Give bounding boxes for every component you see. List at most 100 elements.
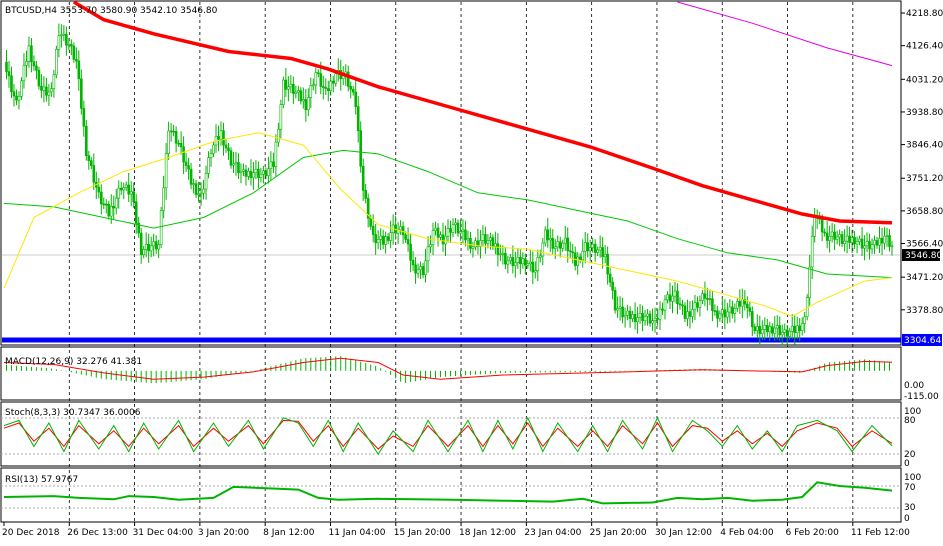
candle-body <box>469 238 472 249</box>
candle-body <box>60 34 63 37</box>
support-price-label: 3304.64 <box>904 336 941 346</box>
candle-body <box>45 86 48 96</box>
candle-body <box>361 165 365 191</box>
candle-body <box>312 84 315 87</box>
price-tick-label: 3846.40 <box>906 141 943 151</box>
candle-body <box>441 234 445 245</box>
candle-body <box>726 311 729 318</box>
candle-body <box>302 99 305 102</box>
time-tick-label: 18 Jan 12:00 <box>459 528 516 538</box>
candle-body <box>553 246 557 249</box>
candle-body <box>529 261 532 264</box>
candle-body <box>526 263 530 266</box>
candle-body <box>494 243 497 247</box>
candle-body <box>748 307 752 312</box>
candle-body <box>643 316 647 321</box>
candle-body <box>451 224 455 233</box>
time-tick-label: 23 Jan 04:00 <box>524 528 581 538</box>
candle-body <box>282 79 285 105</box>
candle-body <box>359 130 362 167</box>
time-axis: 20 Dec 2018 26 Dec 13:00 31 Dec 04:00 3 Jan… <box>2 522 910 538</box>
candle-body <box>646 313 649 317</box>
rsi-title: RSI(13) 57.9767 <box>5 475 78 485</box>
candle-body <box>591 243 594 248</box>
candle-body <box>890 245 894 248</box>
candle-body <box>424 260 427 276</box>
price-tick-label: 3471.20 <box>906 273 943 283</box>
price-tick-label: 4126.40 <box>906 42 943 52</box>
stoch-title: Stoch(8,3,3) 30.7347 36.0006 <box>5 408 141 418</box>
candle-body <box>376 239 380 244</box>
candle-body <box>775 325 779 329</box>
candle-body <box>309 85 313 98</box>
candle-body <box>848 235 851 243</box>
candle-body <box>204 173 208 190</box>
candle-body <box>62 33 66 36</box>
candle-body <box>147 244 150 252</box>
candle-body <box>773 327 777 334</box>
candle-body <box>234 162 238 165</box>
candle-body <box>808 266 811 299</box>
candle-body <box>401 226 405 236</box>
candle-body <box>50 88 53 93</box>
candle-body <box>297 90 300 93</box>
candle-body <box>324 87 328 89</box>
candle-body <box>519 256 522 265</box>
candle-body <box>199 192 203 195</box>
candle-body <box>486 240 490 244</box>
candle-body <box>636 317 639 323</box>
candle-body <box>85 125 88 156</box>
candle-body <box>551 238 555 249</box>
candle-body <box>765 324 769 333</box>
candle-body <box>461 229 465 232</box>
candle-body <box>17 96 21 101</box>
candle-body <box>760 329 764 335</box>
candle-body <box>623 315 627 318</box>
candle-body <box>47 91 51 96</box>
candle-body <box>558 241 562 249</box>
rsi-tick-30: 30 <box>904 503 916 513</box>
candle-body <box>598 247 602 251</box>
stoch-tick-20: 20 <box>904 450 916 460</box>
candle-body <box>454 222 457 225</box>
candle-body <box>267 168 270 176</box>
candle-body <box>122 187 126 191</box>
candle-body <box>144 244 148 250</box>
candle-body <box>688 311 692 317</box>
time-tick-label: 25 Jan 20:00 <box>590 528 647 538</box>
candle-body <box>780 332 784 336</box>
candle-body <box>638 312 642 318</box>
rsi-line <box>3 481 893 505</box>
candle-body <box>708 298 712 300</box>
candle-body <box>7 71 11 77</box>
candle-body <box>471 246 475 249</box>
rsi-tick-70: 70 <box>904 483 916 493</box>
candle-body <box>863 245 866 249</box>
macd-title: MACD(12,26,9) 32.276 41.381 <box>5 357 142 367</box>
candle-body <box>187 165 190 170</box>
candle-body <box>538 255 542 258</box>
price-axis: 4218.80 4126.40 4031.20 3938.80 3846.40 3751.… <box>901 9 943 316</box>
candle-body <box>177 142 180 145</box>
candle-body <box>164 153 168 189</box>
candle-body <box>27 45 31 62</box>
candle-body <box>484 234 487 244</box>
candle-body <box>504 252 507 265</box>
time-tick-label: 8 Jan 12:00 <box>263 528 315 538</box>
candle-body <box>169 130 173 133</box>
ohlc-readout: 3553.70 3580.90 3542.10 3546.80 <box>60 6 218 16</box>
candle-body <box>379 235 382 240</box>
candle-body <box>648 313 652 324</box>
candle-body <box>264 170 268 176</box>
candle-body <box>706 298 709 300</box>
candle-body <box>803 316 806 324</box>
candle-body <box>758 326 762 335</box>
candle-body <box>90 160 93 166</box>
candle-body <box>227 147 230 152</box>
candle-body <box>543 229 547 244</box>
candle-body <box>606 253 609 275</box>
candle-body <box>578 256 582 261</box>
candle-body <box>516 256 520 263</box>
